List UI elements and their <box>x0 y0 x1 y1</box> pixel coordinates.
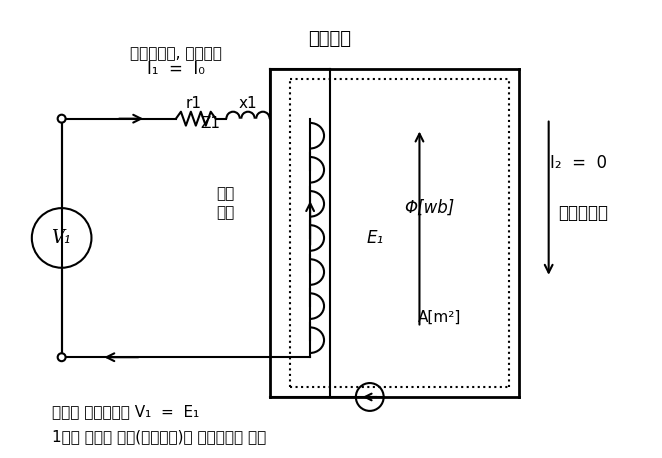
Text: x1: x1 <box>238 96 257 111</box>
Text: 1차측 전원과 철심(자기회로)는 병렬연결로 본다: 1차측 전원과 철심(자기회로)는 병렬연결로 본다 <box>52 429 266 444</box>
Text: Φ[wb]: Φ[wb] <box>404 199 455 217</box>
Text: 무부하전류, 여자전류: 무부하전류, 여자전류 <box>130 47 222 61</box>
Text: E₁: E₁ <box>366 229 383 247</box>
Text: 무부하시험: 무부하시험 <box>559 204 608 222</box>
Text: I₁  =  I₀: I₁ = I₀ <box>147 60 205 78</box>
Text: 부분: 부분 <box>216 206 235 221</box>
Text: 전압이 일정하므로 V₁  =  E₁: 전압이 일정하므로 V₁ = E₁ <box>52 404 199 420</box>
Text: A[m²]: A[m²] <box>418 310 461 325</box>
Text: 코일: 코일 <box>216 185 235 201</box>
Text: V₁: V₁ <box>52 229 71 247</box>
Text: 철심부분: 철심부분 <box>308 30 352 48</box>
Text: Z1: Z1 <box>201 116 220 131</box>
Text: r1: r1 <box>186 96 202 111</box>
Text: I₂  =  0: I₂ = 0 <box>550 154 607 172</box>
